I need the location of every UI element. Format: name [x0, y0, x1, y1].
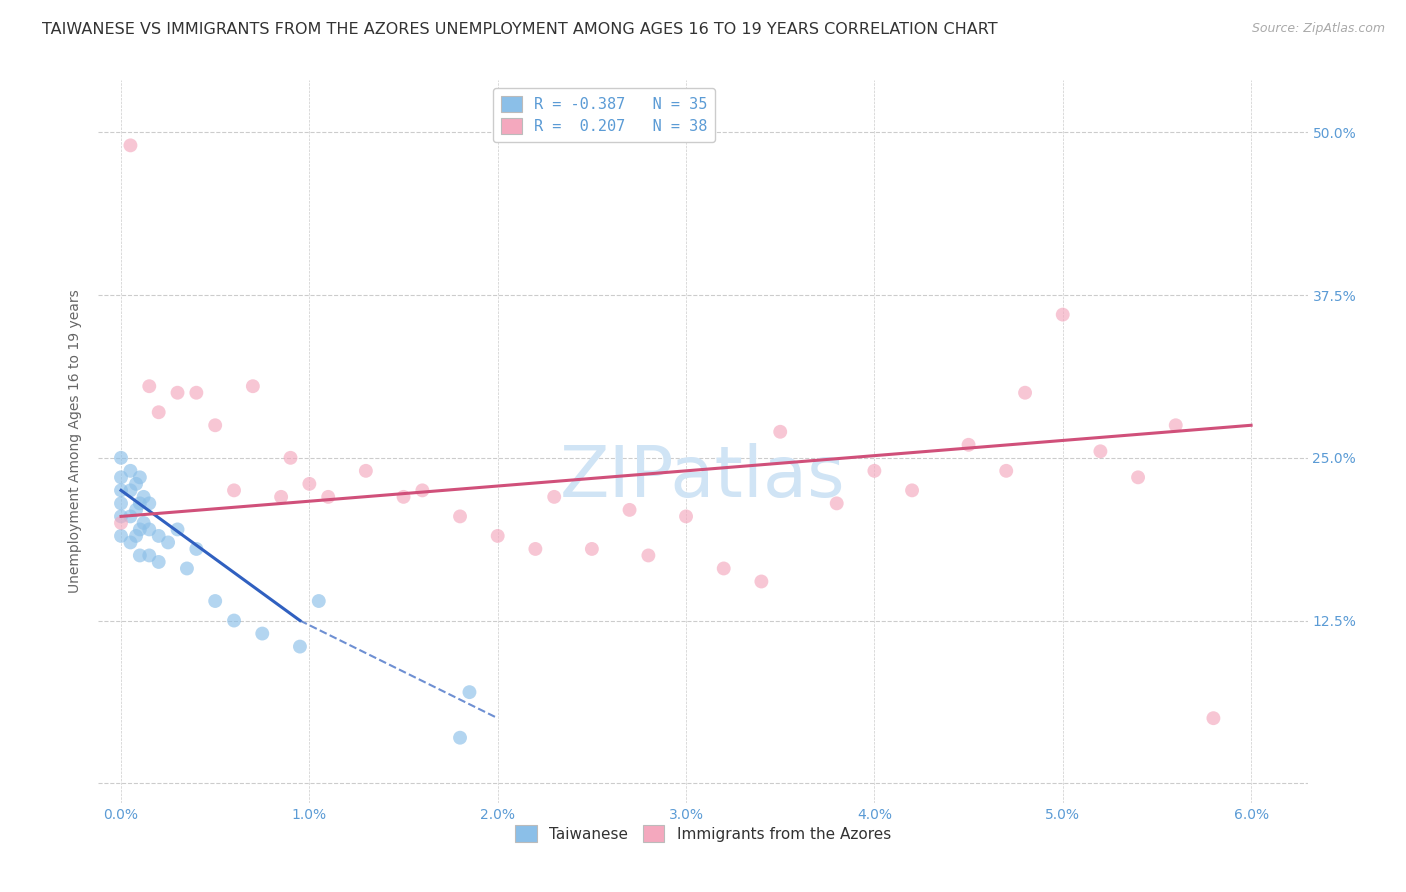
Point	[308, 594, 330, 608]
Point	[252, 626, 274, 640]
Point	[316, 490, 339, 504]
Point	[1052, 308, 1074, 322]
Legend: Taiwanese, Immigrants from the Azores: Taiwanese, Immigrants from the Azores	[508, 817, 898, 849]
Point	[128, 496, 150, 510]
Point	[166, 523, 188, 537]
Point	[392, 490, 415, 504]
Point	[863, 464, 886, 478]
Point	[110, 516, 132, 530]
Point	[280, 450, 302, 465]
Point	[138, 496, 160, 510]
Point	[1090, 444, 1112, 458]
Point	[138, 523, 160, 537]
Point	[449, 731, 471, 745]
Point	[110, 450, 132, 465]
Point	[120, 509, 142, 524]
Point	[637, 549, 659, 563]
Point	[132, 516, 155, 530]
Point	[176, 561, 198, 575]
Point	[120, 535, 142, 549]
Point	[204, 418, 226, 433]
Point	[713, 561, 735, 575]
Point	[524, 541, 547, 556]
Point	[128, 549, 150, 563]
Point	[138, 379, 160, 393]
Text: TAIWANESE VS IMMIGRANTS FROM THE AZORES UNEMPLOYMENT AMONG AGES 16 TO 19 YEARS C: TAIWANESE VS IMMIGRANTS FROM THE AZORES …	[42, 22, 998, 37]
Point	[110, 529, 132, 543]
Point	[222, 614, 245, 628]
Point	[186, 541, 208, 556]
Point	[128, 523, 150, 537]
Text: ZIPatlas: ZIPatlas	[560, 443, 846, 512]
Text: Source: ZipAtlas.com: Source: ZipAtlas.com	[1251, 22, 1385, 36]
Point	[543, 490, 565, 504]
Point	[110, 496, 132, 510]
Point	[125, 529, 148, 543]
Point	[120, 138, 142, 153]
Point	[242, 379, 264, 393]
Point	[222, 483, 245, 498]
Point	[125, 476, 148, 491]
Point	[458, 685, 481, 699]
Point	[125, 503, 148, 517]
Point	[110, 509, 132, 524]
Point	[120, 464, 142, 478]
Point	[110, 483, 132, 498]
Point	[132, 490, 155, 504]
Point	[354, 464, 377, 478]
Point	[1126, 470, 1149, 484]
Point	[411, 483, 433, 498]
Point	[769, 425, 792, 439]
Point	[1014, 385, 1036, 400]
Point	[1202, 711, 1225, 725]
Point	[675, 509, 697, 524]
Point	[157, 535, 180, 549]
Point	[186, 385, 208, 400]
Point	[1164, 418, 1187, 433]
Point	[110, 470, 132, 484]
Point	[120, 483, 142, 498]
Point	[270, 490, 292, 504]
Point	[449, 509, 471, 524]
Point	[148, 555, 170, 569]
Point	[298, 476, 321, 491]
Point	[486, 529, 509, 543]
Point	[148, 405, 170, 419]
Point	[901, 483, 924, 498]
Point	[288, 640, 311, 654]
Point	[581, 541, 603, 556]
Point	[128, 470, 150, 484]
Point	[148, 529, 170, 543]
Point	[751, 574, 773, 589]
Point	[825, 496, 848, 510]
Point	[995, 464, 1018, 478]
Y-axis label: Unemployment Among Ages 16 to 19 years: Unemployment Among Ages 16 to 19 years	[69, 290, 83, 593]
Point	[957, 438, 980, 452]
Point	[166, 385, 188, 400]
Point	[204, 594, 226, 608]
Point	[619, 503, 641, 517]
Point	[138, 549, 160, 563]
